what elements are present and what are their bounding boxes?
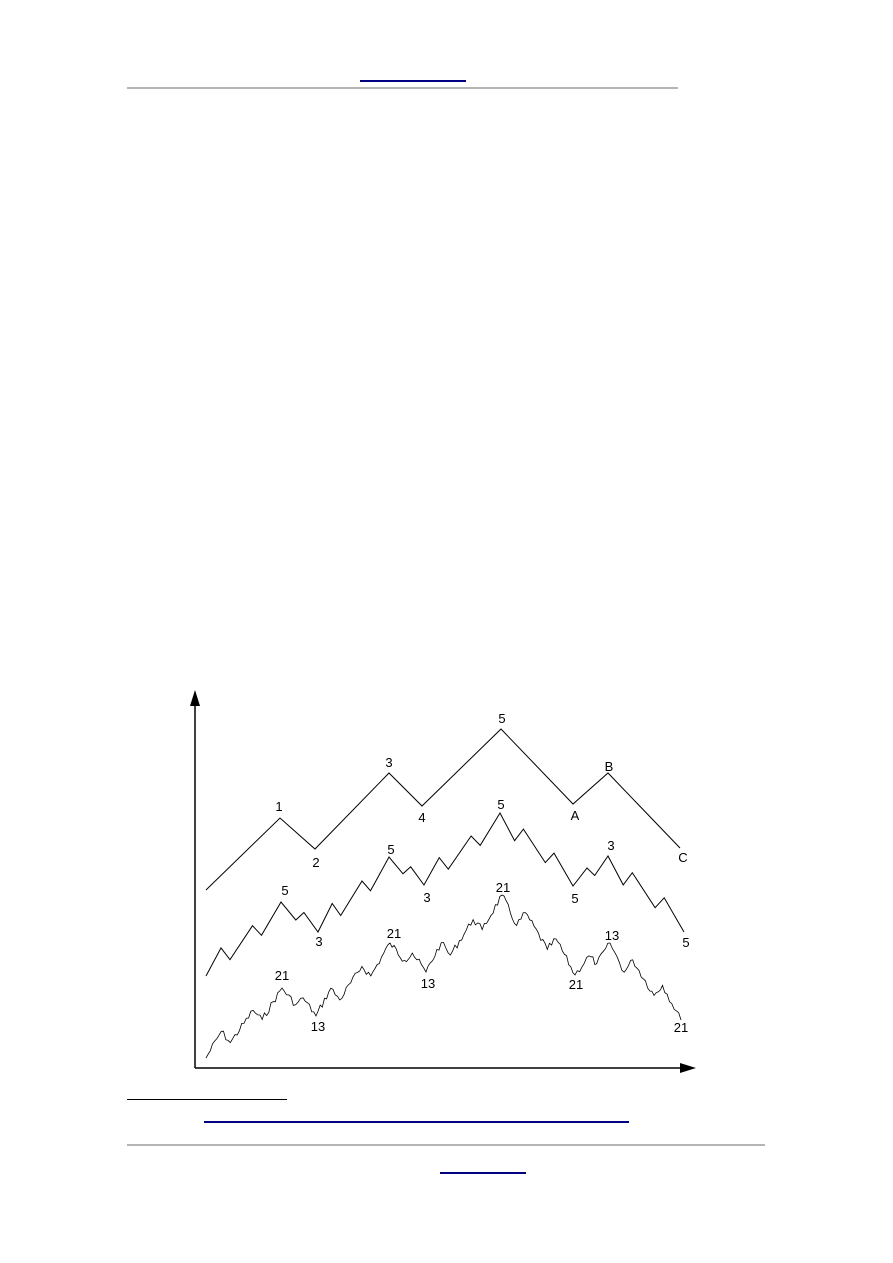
header-link[interactable] — [360, 80, 466, 82]
wave-label-middle: 5 — [497, 797, 504, 812]
wave-label-middle: 3 — [607, 838, 614, 853]
wave-label-top: 3 — [385, 755, 392, 770]
wave-bottom — [205, 894, 682, 1059]
x-axis-arrow-icon — [680, 1063, 696, 1073]
wave-label-top: 4 — [418, 810, 425, 825]
wave-label-top: 2 — [312, 855, 319, 870]
wave-label-bottom: 21 — [496, 880, 510, 895]
wave-label-top: B — [605, 759, 614, 774]
wave-label-bottom: 21 — [387, 926, 401, 941]
header-rule — [127, 87, 678, 89]
wave-label-middle: 5 — [571, 891, 578, 906]
wave-label-bottom: 13 — [605, 928, 619, 943]
wave-label-middle: 5 — [281, 883, 288, 898]
footnote-rule — [127, 1099, 287, 1100]
wave-label-middle: 5 — [387, 842, 394, 857]
footer-rule — [127, 1144, 765, 1146]
wave-label-middle: 3 — [315, 934, 322, 949]
wave-label-middle: 3 — [423, 890, 430, 905]
y-axis-arrow-icon — [190, 690, 200, 706]
wave-label-bottom: 21 — [674, 1020, 688, 1035]
wave-label-bottom: 13 — [421, 976, 435, 991]
wave-label-bottom: 13 — [311, 1019, 325, 1034]
wave-label-bottom: 21 — [569, 977, 583, 992]
wave-label-middle: 5 — [682, 935, 689, 950]
wave-label-top: A — [571, 808, 580, 823]
wave-label-bottom: 21 — [275, 968, 289, 983]
wave-top — [205, 728, 681, 891]
wave-label-top: C — [678, 850, 687, 865]
wave-label-top: 5 — [498, 711, 505, 726]
wave-label-top: 1 — [275, 799, 282, 814]
footer-link[interactable] — [440, 1172, 526, 1174]
wave-middle — [205, 811, 685, 977]
footnote-link[interactable] — [204, 1121, 629, 1123]
axes — [190, 690, 696, 1073]
